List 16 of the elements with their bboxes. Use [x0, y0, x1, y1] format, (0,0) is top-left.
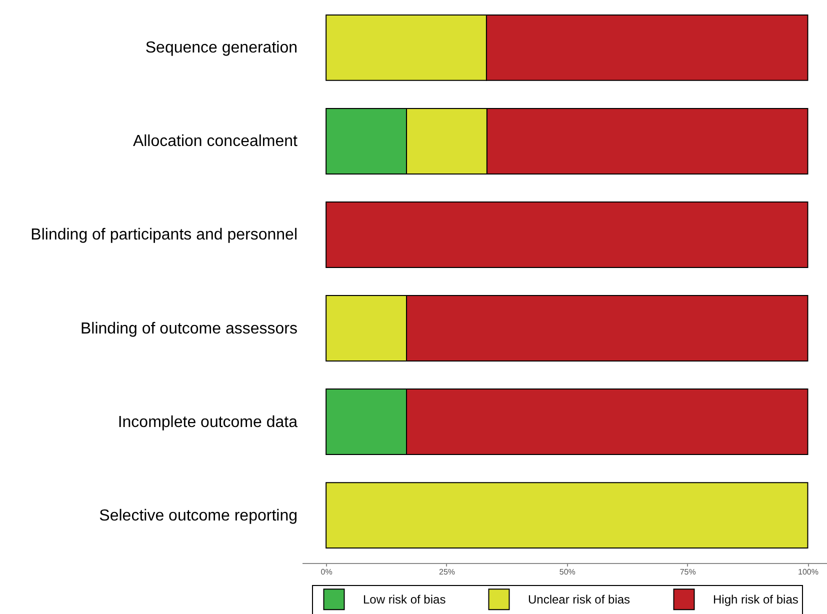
x-tick-label: 0%: [320, 568, 332, 576]
y-tick-label: Incomplete outcome data: [118, 414, 298, 431]
x-tick-label: 100%: [798, 568, 818, 576]
y-tick-label: Allocation concealment: [132, 133, 298, 150]
x-tick-label: 25%: [438, 568, 456, 576]
y-tick-label: Sequence generation: [145, 40, 298, 57]
y-tick-label: Blinding of participants and personnel: [30, 226, 298, 244]
y-tick-label: Selective outcome reporting: [99, 507, 298, 524]
x-tick-label: 75%: [680, 568, 696, 576]
x-tick-label: 50%: [559, 568, 576, 576]
legend-label: High risk of bias: [713, 592, 798, 606]
legend-label: Low risk of bias: [363, 592, 446, 606]
legend-label: Unclear risk of bias: [528, 592, 630, 606]
bar: [326, 202, 808, 268]
y-tick-label: Blinding of outcome assessors: [80, 320, 298, 338]
bar: [326, 482, 808, 549]
